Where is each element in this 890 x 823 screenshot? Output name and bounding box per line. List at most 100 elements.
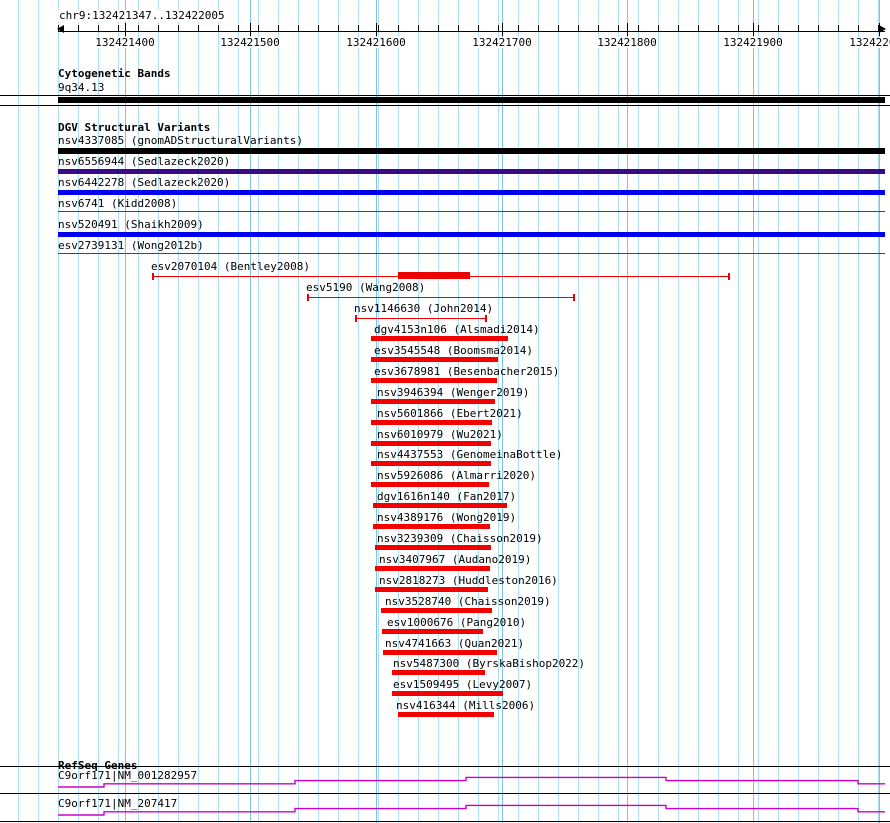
ruler-tick-major (376, 23, 377, 36)
dgv-feature-bar[interactable] (381, 608, 492, 613)
dgv-feature-bar[interactable] (373, 524, 490, 529)
dgv-feature-bar[interactable] (371, 420, 492, 425)
section-title-refseq: RefSeq Genes (58, 759, 138, 772)
dgv-feature-label: nsv6741 (Kidd2008) (58, 197, 178, 210)
dgv-feature-label: nsv3528740 (Chaisson2019) (385, 595, 551, 608)
cytoband-track-rule-top (0, 95, 890, 96)
dgv-feature-label: esv1000676 (Pang2010) (387, 616, 527, 629)
section-title-dgv: DGV Structural Variants (58, 121, 211, 134)
dgv-feature-bar[interactable] (58, 211, 885, 212)
dgv-feature-bar[interactable] (392, 670, 485, 675)
ruler-tick (538, 25, 539, 32)
ruler-tick (378, 25, 379, 32)
ruler-tick (98, 25, 99, 32)
dgv-feature-bar[interactable] (398, 712, 494, 717)
dgv-feature-bar[interactable] (371, 461, 491, 466)
ruler-tick (858, 25, 859, 32)
ruler-tick-label: 132421500 (220, 36, 280, 49)
ruler-tick (138, 25, 139, 32)
arrow-right-icon[interactable] (879, 25, 886, 33)
ruler-tick (298, 25, 299, 32)
refseq-gene-label: C9orf171|NM_001282957 (58, 769, 198, 782)
ruler-tick (218, 25, 219, 32)
ruler-tick (498, 25, 499, 32)
dgv-feature-bar[interactable] (58, 169, 885, 174)
ruler-tick (678, 25, 679, 32)
ruler-tick (318, 25, 319, 32)
ruler-tick (58, 25, 59, 32)
dgv-feature-label: nsv3407967 (Audano2019) (379, 553, 532, 566)
dgv-feature-label: nsv4741663 (Quan2021) (385, 637, 525, 650)
arrow-left-icon[interactable] (57, 25, 64, 33)
dgv-feature-bar[interactable] (371, 441, 491, 446)
panel-bottom-rule (0, 821, 890, 822)
ruler-tick (418, 25, 419, 32)
dgv-feature-bar[interactable] (382, 629, 483, 634)
ruler-tick (778, 25, 779, 32)
ruler-tick (518, 25, 519, 32)
ruler-tick-major (753, 23, 754, 36)
refseq-gene-label: C9orf171|NM_207417 (58, 797, 178, 810)
coordinate-ruler[interactable]: chr9:132421347..132422005 132421400 13242… (0, 10, 890, 48)
ruler-tick (618, 25, 619, 32)
cytoband-band-bar[interactable] (58, 97, 885, 103)
ruler-tick-major (879, 23, 880, 36)
refseq-track-rule (0, 793, 890, 794)
dgv-feature-bar[interactable] (58, 190, 885, 195)
cytoband-feature-label: 9q34.13 (58, 81, 105, 94)
ruler-tick-label: 132421800 (597, 36, 657, 49)
section-title-cytoband: Cytogenetic Bands (58, 67, 171, 80)
dgv-feature-exon-block[interactable] (398, 272, 470, 279)
dgv-feature-bar[interactable] (58, 253, 885, 254)
dgv-feature-label: nsv2818273 (Huddleston2016) (379, 574, 558, 587)
dgv-feature-bar[interactable] (58, 232, 885, 237)
ruler-tick (178, 25, 179, 32)
dgv-feature-label: nsv416344 (Mills2006) (396, 699, 536, 712)
dgv-feature-line[interactable] (307, 297, 575, 298)
ruler-tick (358, 25, 359, 32)
dgv-feature-bar[interactable] (373, 503, 507, 508)
ruler-tick (598, 25, 599, 32)
ruler-tick-major (502, 23, 503, 36)
ruler-tick-label: 132421700 (472, 36, 532, 49)
ruler-tick-label: 132421600 (346, 36, 406, 49)
ruler-tick (238, 25, 239, 32)
ruler-tick-label: 132422000 (849, 37, 890, 48)
dgv-feature-bar[interactable] (371, 357, 498, 362)
dgv-feature-line[interactable] (355, 318, 487, 319)
dgv-feature-bar[interactable] (371, 399, 495, 404)
dgv-feature-bar[interactable] (58, 148, 885, 154)
ruler-tick-major (250, 23, 251, 36)
ruler-tick (198, 25, 199, 32)
ruler-tick (158, 25, 159, 32)
dgv-feature-label: nsv1146630 (John2014) (354, 302, 494, 315)
dgv-feature-label: nsv3239309 (Chaisson2019) (377, 532, 543, 545)
dgv-feature-label: esv1509495 (Levy2007) (393, 678, 533, 691)
dgv-feature-label: esv2739131 (Wong2012b) (58, 239, 204, 252)
refseq-transcript-track[interactable] (58, 772, 885, 794)
dgv-feature-bar[interactable] (375, 566, 490, 571)
ruler-tick (578, 25, 579, 32)
dgv-feature-label: nsv4389176 (Wong2019) (377, 511, 517, 524)
dgv-feature-bar[interactable] (375, 545, 491, 550)
refseq-track-rule (0, 766, 890, 767)
dgv-feature-bar[interactable] (392, 691, 503, 696)
dgv-feature-bar[interactable] (371, 482, 489, 487)
ruler-tick-label: 132421400 (95, 36, 155, 49)
ruler-tick (258, 25, 259, 32)
dgv-feature-bar[interactable] (371, 378, 497, 383)
ruler-tick (738, 25, 739, 32)
ruler-tick (278, 25, 279, 32)
dgv-feature-label: dgv4153n106 (Alsmadi2014) (374, 323, 540, 336)
dgv-feature-bar[interactable] (371, 336, 508, 341)
dgv-feature-label: nsv6010979 (Wu2021) (377, 428, 503, 441)
refseq-transcript-track[interactable] (58, 800, 885, 822)
dgv-feature-label: nsv6556944 (Sedlazeck2020) (58, 155, 231, 168)
dgv-feature-bar[interactable] (375, 587, 488, 592)
ruler-tick (658, 25, 659, 32)
dgv-feature-bar[interactable] (383, 650, 497, 655)
ruler-tick (838, 25, 839, 32)
dgv-feature-endcap (307, 294, 309, 301)
ruler-tick (698, 25, 699, 32)
